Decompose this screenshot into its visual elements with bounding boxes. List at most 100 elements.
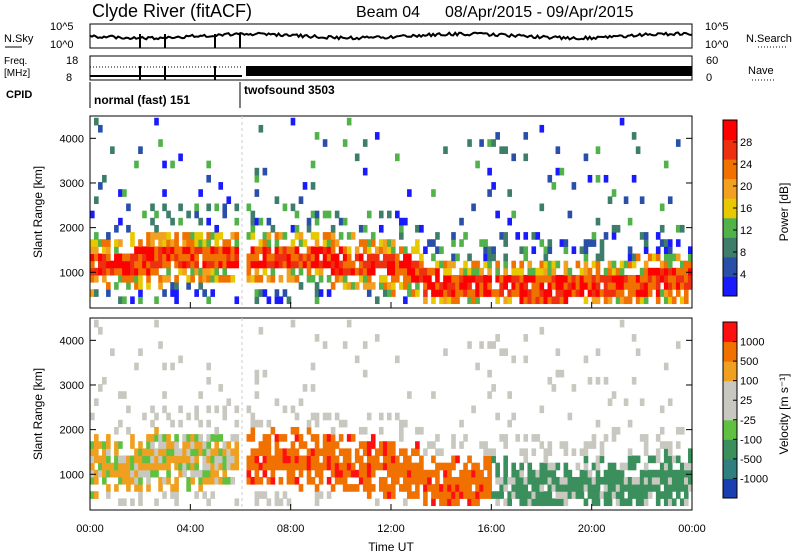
velocity-cell xyxy=(158,448,163,457)
power-cell xyxy=(503,253,508,262)
power-cell xyxy=(559,167,565,176)
velocity-cell xyxy=(122,462,127,471)
velocity-cell xyxy=(150,405,155,414)
power-cell xyxy=(451,239,456,247)
power-cell xyxy=(487,167,492,176)
velocity-cell xyxy=(531,434,537,442)
power-cell xyxy=(158,274,163,283)
velocity-cell xyxy=(391,448,396,457)
velocity-cell xyxy=(146,448,151,457)
power-cell xyxy=(130,253,135,262)
power-cell xyxy=(687,267,693,276)
power-cell xyxy=(591,296,597,305)
power-cell xyxy=(447,282,452,290)
velocity-cell xyxy=(150,469,155,478)
velocity-cell xyxy=(106,455,111,464)
power-cell xyxy=(222,274,228,283)
velocity-cell xyxy=(667,398,673,407)
velocity-cell xyxy=(675,441,681,449)
power-cell xyxy=(110,146,115,155)
velocity-cell xyxy=(547,448,553,457)
power-cell xyxy=(399,217,404,226)
power-cell xyxy=(154,267,159,276)
power-cell xyxy=(330,232,336,240)
velocity-cell xyxy=(246,476,252,485)
velocity-cell xyxy=(134,462,139,471)
power-cell xyxy=(679,282,685,290)
velocity-cell xyxy=(186,441,191,449)
power-cell xyxy=(214,274,220,283)
velocity-cell xyxy=(118,498,123,507)
velocity-cell xyxy=(194,405,199,414)
velocity-cell xyxy=(326,491,332,499)
velocity-cell xyxy=(194,434,199,442)
colorbar-segment xyxy=(723,178,737,199)
power-cell xyxy=(435,274,440,283)
velocity-cell xyxy=(583,441,589,449)
velocity-cell xyxy=(258,462,264,471)
noise-left-tick-bottom: 10^0 xyxy=(50,39,74,51)
power-cell xyxy=(146,282,151,290)
velocity-cell xyxy=(527,462,533,471)
velocity-cell xyxy=(174,476,179,485)
velocity-cell xyxy=(399,484,404,492)
velocity-cell xyxy=(459,476,464,485)
velocity-cell xyxy=(94,469,99,478)
velocity-cell xyxy=(523,448,529,457)
power-cell xyxy=(354,267,360,276)
velocity-cell xyxy=(487,391,492,399)
power-cell xyxy=(683,282,689,290)
velocity-cell xyxy=(98,462,103,471)
velocity-cell xyxy=(338,462,344,471)
power-cell xyxy=(170,289,175,297)
power-cell xyxy=(643,274,649,283)
power-cell xyxy=(378,246,384,255)
velocity-cell xyxy=(675,341,681,349)
power-cell xyxy=(475,267,480,276)
power-cell xyxy=(254,246,260,255)
power-cell xyxy=(551,296,557,305)
power-cell xyxy=(126,267,131,276)
power-cell xyxy=(411,267,416,276)
velocity-cell xyxy=(603,434,609,442)
velocity-cell xyxy=(679,498,685,507)
velocity-cell xyxy=(615,426,621,435)
velocity-cell xyxy=(346,462,352,471)
velocity-cell xyxy=(399,419,404,428)
power-cell xyxy=(218,232,224,240)
power-cell xyxy=(683,296,689,305)
velocity-cell xyxy=(282,491,288,499)
velocity-cell xyxy=(330,426,336,435)
power-cell xyxy=(358,253,364,262)
velocity-cell xyxy=(667,462,673,471)
power-cell xyxy=(671,296,677,305)
velocity-cell xyxy=(511,469,517,478)
power-cell xyxy=(559,282,565,290)
power-cell xyxy=(683,267,689,276)
velocity-cell xyxy=(354,484,360,492)
velocity-cell xyxy=(150,462,155,471)
power-cell xyxy=(346,253,352,262)
power-cell xyxy=(138,296,143,305)
power-cell xyxy=(403,246,408,255)
velocity-cell xyxy=(142,469,147,478)
power-cell xyxy=(535,274,541,283)
power-cell xyxy=(298,239,304,247)
power-cell xyxy=(579,289,585,297)
power-colorbar-label: Power [dB] xyxy=(777,183,791,242)
power-cell xyxy=(290,253,296,262)
velocity-cell xyxy=(567,476,573,485)
velocity-cell xyxy=(555,476,561,485)
power-cell xyxy=(138,146,143,155)
colorbar-tick-label: -500 xyxy=(740,454,762,466)
power-cell xyxy=(471,260,476,269)
power-cell xyxy=(407,267,412,276)
velocity-cell xyxy=(475,462,480,471)
velocity-cell xyxy=(571,476,577,485)
power-cell xyxy=(467,267,472,276)
power-cell xyxy=(286,274,292,283)
power-heatmap-cells xyxy=(90,117,693,305)
velocity-cell xyxy=(415,426,420,435)
power-cell xyxy=(403,267,408,276)
